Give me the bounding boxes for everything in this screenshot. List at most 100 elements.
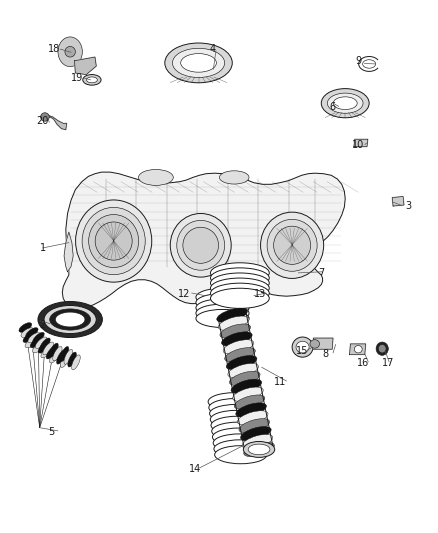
Polygon shape [350,344,366,354]
Text: 11: 11 [274,377,286,387]
Ellipse shape [223,340,254,354]
Ellipse shape [213,434,265,452]
Ellipse shape [68,352,77,367]
Text: 6: 6 [329,102,335,112]
Ellipse shape [43,342,53,355]
Ellipse shape [231,379,261,393]
Ellipse shape [209,399,261,417]
Ellipse shape [333,97,357,110]
Ellipse shape [21,328,34,337]
Text: 14: 14 [189,464,201,474]
Ellipse shape [138,169,173,185]
Ellipse shape [49,309,91,330]
Text: 4: 4 [209,44,215,54]
Ellipse shape [209,405,262,423]
Ellipse shape [83,75,101,85]
Ellipse shape [65,46,75,57]
Ellipse shape [211,263,269,283]
Text: 18: 18 [47,44,60,54]
Ellipse shape [46,346,57,359]
Ellipse shape [25,338,38,348]
Ellipse shape [296,341,309,353]
Polygon shape [44,115,67,130]
Ellipse shape [64,349,73,364]
Ellipse shape [95,222,132,260]
Polygon shape [313,338,333,349]
Ellipse shape [354,345,362,353]
Ellipse shape [86,77,97,83]
Ellipse shape [248,444,270,455]
Ellipse shape [23,333,36,343]
Ellipse shape [177,220,225,270]
Ellipse shape [210,410,262,429]
Ellipse shape [53,346,62,361]
Ellipse shape [41,346,53,358]
Ellipse shape [60,346,69,361]
Polygon shape [62,172,345,308]
Ellipse shape [55,312,85,327]
Ellipse shape [236,403,266,417]
Polygon shape [392,197,404,206]
Ellipse shape [82,207,145,274]
Text: 9: 9 [355,56,361,66]
Ellipse shape [60,353,70,367]
Ellipse shape [196,310,249,327]
Ellipse shape [217,308,247,322]
Polygon shape [64,232,73,272]
Ellipse shape [19,322,32,332]
Ellipse shape [292,337,313,357]
Ellipse shape [242,434,273,449]
Ellipse shape [376,342,389,356]
Ellipse shape [211,283,269,303]
Ellipse shape [49,350,60,363]
Ellipse shape [239,418,269,433]
Ellipse shape [208,393,260,411]
Ellipse shape [211,288,269,309]
Text: 15: 15 [296,346,308,357]
Ellipse shape [261,212,324,278]
Ellipse shape [26,328,38,338]
Ellipse shape [30,337,42,348]
Ellipse shape [196,288,249,306]
Ellipse shape [218,316,249,330]
Ellipse shape [212,422,264,440]
Ellipse shape [214,440,266,458]
Ellipse shape [219,171,249,184]
Ellipse shape [181,54,216,72]
Ellipse shape [240,426,271,441]
Ellipse shape [71,355,80,370]
Ellipse shape [41,113,49,121]
Ellipse shape [49,343,58,358]
Ellipse shape [228,364,258,378]
Ellipse shape [225,348,255,362]
Text: 1: 1 [40,243,46,253]
Text: 7: 7 [318,268,325,278]
Text: 8: 8 [322,349,328,359]
Text: 5: 5 [48,427,55,437]
Ellipse shape [38,302,102,337]
Ellipse shape [32,333,44,344]
Ellipse shape [327,93,363,114]
Ellipse shape [211,416,263,434]
Ellipse shape [28,333,40,343]
Polygon shape [354,139,368,147]
Ellipse shape [220,324,251,338]
Text: 17: 17 [381,358,394,368]
Ellipse shape [215,446,267,464]
Ellipse shape [233,387,263,401]
Ellipse shape [234,395,265,409]
Ellipse shape [32,343,45,353]
Ellipse shape [378,344,386,353]
Ellipse shape [88,215,139,268]
Ellipse shape [170,214,231,277]
Ellipse shape [237,411,268,425]
Ellipse shape [196,304,249,322]
Ellipse shape [173,49,225,77]
Text: 10: 10 [352,140,364,150]
Ellipse shape [211,278,269,298]
Ellipse shape [321,88,369,118]
Circle shape [58,37,82,67]
Ellipse shape [244,442,274,457]
Text: 16: 16 [357,358,369,368]
Ellipse shape [267,219,317,271]
